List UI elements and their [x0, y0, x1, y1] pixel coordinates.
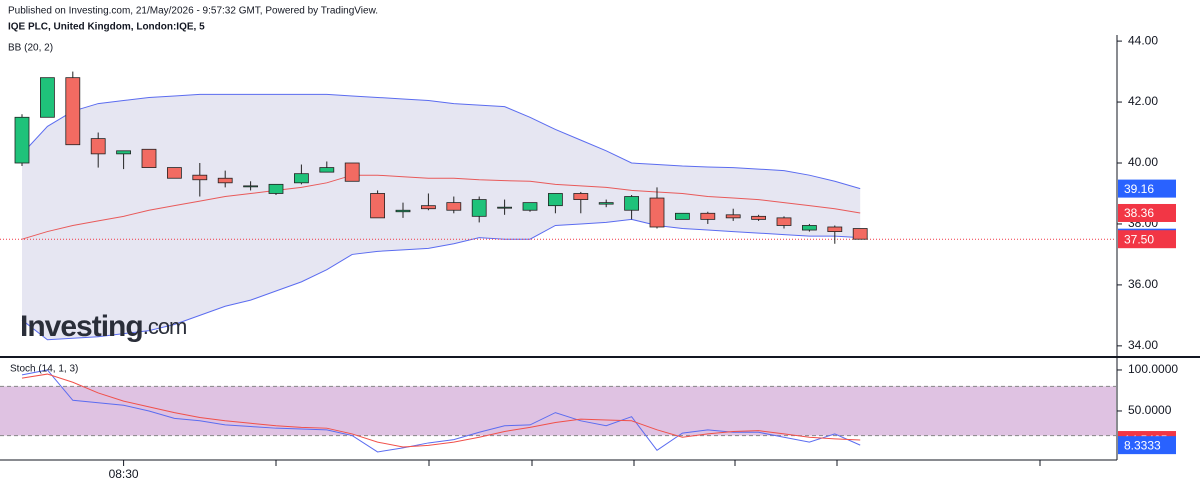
candle-body: [649, 197, 665, 228]
band-line: [21, 218, 861, 341]
indicator-label: Stoch (14, 1, 3): [10, 364, 78, 375]
candle-body: [141, 148, 157, 168]
candle-body: [598, 202, 614, 205]
main-layer: 34.0036.0038.0040.0042.0044.00100.000050…: [14, 33, 1178, 453]
candle-body: [852, 228, 868, 240]
series-line: [21, 369, 861, 453]
published-note: Published on Investing.com, 21/May/2026 …: [8, 6, 378, 17]
candle-body: [90, 138, 106, 155]
band-line: [21, 93, 861, 190]
candle-body: [243, 185, 259, 188]
value-tag-label: 38.36: [1124, 206, 1154, 220]
candle-body: [446, 202, 462, 211]
candle-body: [319, 167, 335, 173]
candle-body: [471, 199, 487, 217]
band-fill: [0, 386, 1116, 436]
background-layer: [0, 93, 1116, 437]
candle-body: [624, 196, 639, 211]
candle-body: [827, 226, 843, 232]
indicator-label: BB (20, 2): [8, 43, 53, 54]
candle-body: [522, 202, 538, 211]
candle-body: [573, 193, 589, 200]
candle-body: [395, 209, 411, 213]
candle-body: [700, 212, 716, 220]
value-tag: [1118, 203, 1176, 222]
value-tag-label: 8.3333: [1124, 438, 1161, 452]
candle-body: [548, 193, 563, 207]
candle-body: [65, 77, 81, 146]
candle-body: [497, 206, 513, 209]
candle-body: [116, 150, 131, 155]
candle-body: [344, 162, 360, 182]
x-tick-label: 08:30: [109, 467, 139, 481]
candle-body: [192, 174, 208, 181]
y-tick-label: 40.00: [1128, 155, 1158, 169]
value-tag-label: 39.16: [1124, 182, 1154, 196]
value-tag: [1118, 179, 1176, 198]
value-tag: [1118, 230, 1176, 249]
candle-body: [217, 177, 233, 184]
candle-body: [293, 173, 309, 184]
y-tick-label: 34.00: [1128, 338, 1158, 352]
candle-body: [802, 225, 817, 231]
series-line: [21, 373, 861, 448]
band-line: [21, 174, 861, 240]
value-tag-label: 37.50: [1124, 232, 1154, 246]
y-tick-label: 44.00: [1128, 33, 1158, 47]
candle-body: [420, 205, 436, 210]
candle-body: [776, 217, 792, 226]
candle-body: [40, 77, 55, 118]
y-tick-label: 100.0000: [1128, 362, 1178, 376]
y-tick-label: 36.00: [1128, 277, 1158, 291]
watermark-brand: Investing: [20, 310, 143, 343]
y-tick-label: 42.00: [1128, 94, 1158, 108]
x-ticks: [275, 460, 1041, 466]
watermark-suffix: .com: [143, 314, 187, 339]
candle-body: [268, 183, 284, 194]
symbol-title: IQE PLC, United Kingdom, London:IQE, 5: [8, 22, 205, 33]
candle-body: [675, 212, 690, 220]
candle-body: [725, 214, 741, 219]
candle-body: [166, 167, 182, 179]
candle-body: [370, 193, 386, 219]
watermark: Investing.com: [20, 310, 186, 343]
y-tick-label: 50.0000: [1128, 403, 1172, 417]
candle-body: [14, 116, 30, 164]
band-fill: [22, 94, 861, 340]
candle-body: [751, 215, 766, 220]
value-tag: [1118, 436, 1176, 455]
